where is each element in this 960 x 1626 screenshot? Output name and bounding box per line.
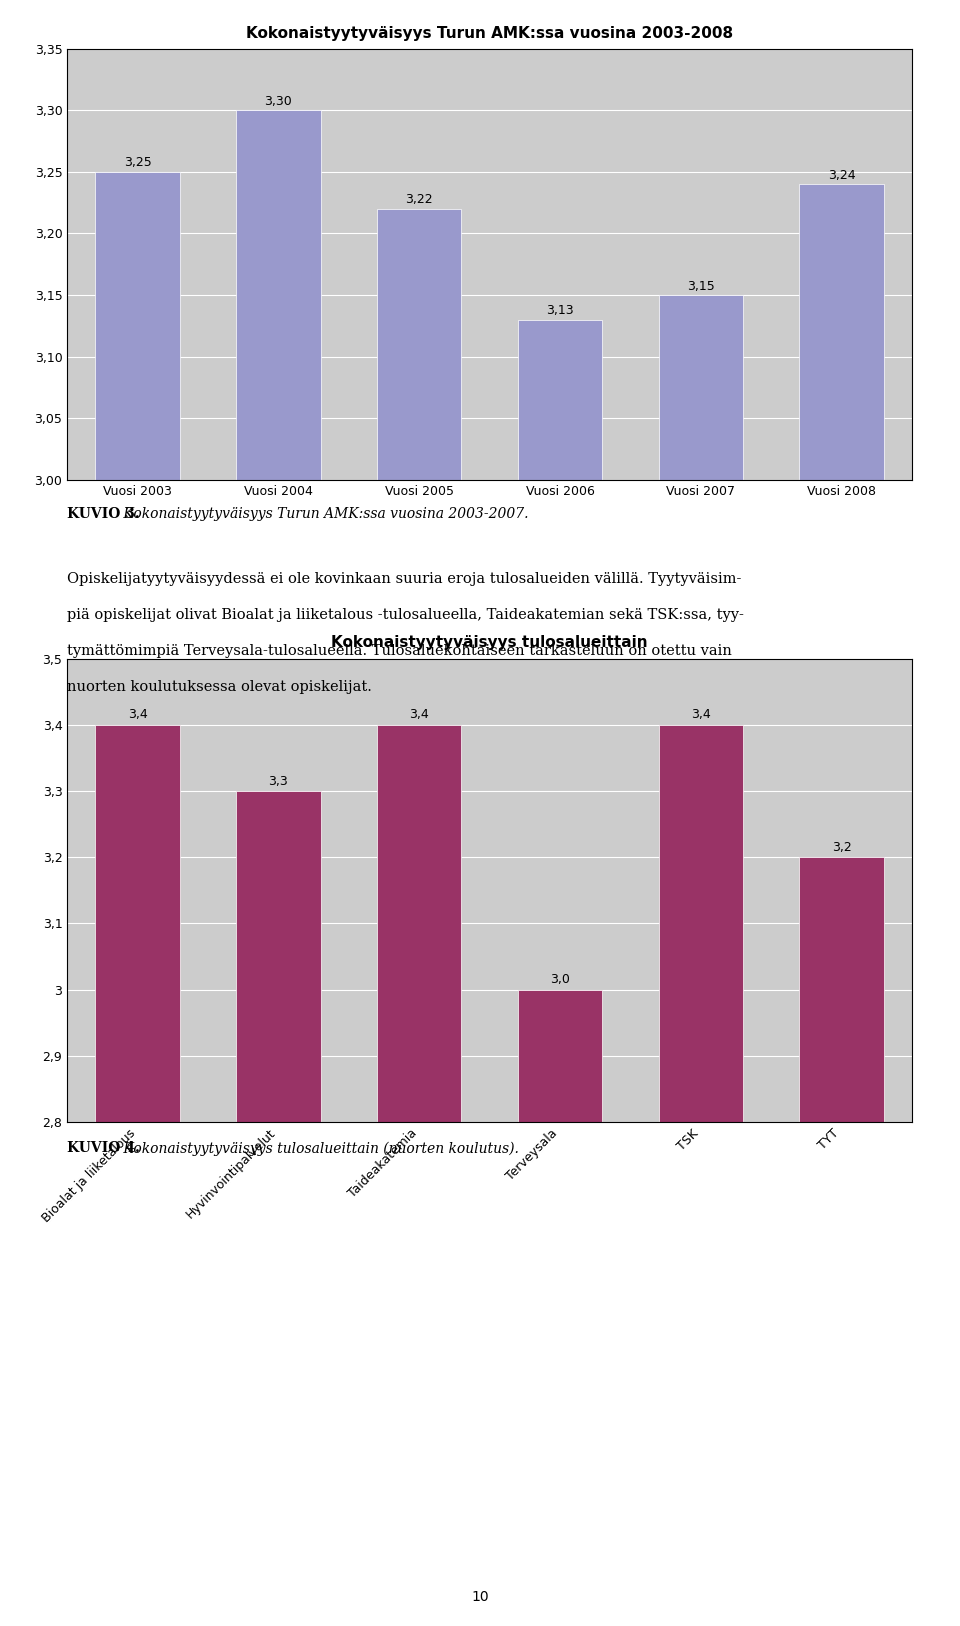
Bar bbox=[377, 725, 462, 1626]
Text: 3,4: 3,4 bbox=[409, 709, 429, 722]
Text: KUVIO 4.: KUVIO 4. bbox=[67, 1141, 140, 1156]
Bar bbox=[95, 172, 180, 1626]
Text: 10: 10 bbox=[471, 1590, 489, 1603]
Text: Kokonaistyytyväisyys tulosaluеittain (nuorten koulutus).: Kokonaistyytyväisyys tulosaluеittain (nu… bbox=[119, 1141, 519, 1156]
Text: piä opiskelijat olivat Bioalat ja liiketalous -tulosalueella, Taideakatemian sek: piä opiskelijat olivat Bioalat ja liiket… bbox=[67, 608, 744, 623]
Text: nuorten koulutuksessa olevat opiskelijat.: nuorten koulutuksessa olevat opiskelijat… bbox=[67, 680, 372, 694]
Text: 3,0: 3,0 bbox=[550, 974, 570, 987]
Text: tymättömimpiä Terveysala-tulosalueella. Tulosaluеkohtaiseen tarkasteluun on otet: tymättömimpiä Terveysala-tulosalueella. … bbox=[67, 644, 732, 659]
Text: 3,22: 3,22 bbox=[405, 193, 433, 207]
Bar bbox=[236, 790, 321, 1626]
Title: Kokonaistyytyväisyys Turun AMK:ssa vuosina 2003-2008: Kokonaistyytyväisyys Turun AMK:ssa vuosi… bbox=[246, 26, 733, 41]
Text: Kokonaistyytyväisyys Turun AMK:ssa vuosina 2003-2007.: Kokonaistyytyväisyys Turun AMK:ssa vuosi… bbox=[119, 507, 529, 522]
Text: 3,2: 3,2 bbox=[831, 841, 852, 854]
Bar bbox=[517, 990, 602, 1626]
Text: 3,4: 3,4 bbox=[128, 709, 148, 722]
Text: 3,13: 3,13 bbox=[546, 304, 574, 317]
Text: KUVIO 3.: KUVIO 3. bbox=[67, 507, 140, 522]
Text: 3,30: 3,30 bbox=[265, 94, 292, 107]
Text: 3,25: 3,25 bbox=[124, 156, 152, 169]
Bar bbox=[377, 208, 462, 1626]
Text: 3,3: 3,3 bbox=[269, 774, 288, 787]
Title: Kokonaistyytyväisyys tulosaluеittain: Kokonaistyytyväisyys tulosaluеittain bbox=[331, 636, 648, 650]
Text: 3,4: 3,4 bbox=[691, 709, 710, 722]
Bar bbox=[800, 857, 884, 1626]
Text: Opiskelijatyytyväisyydessä ei ole kovinkaan suuria eroja tulosalueiden välillä. : Opiskelijatyytyväisyydessä ei ole kovink… bbox=[67, 572, 741, 587]
Text: 3,24: 3,24 bbox=[828, 169, 855, 182]
Bar bbox=[517, 320, 602, 1626]
Bar bbox=[659, 294, 743, 1626]
Bar bbox=[236, 111, 321, 1626]
Bar bbox=[800, 184, 884, 1626]
Bar bbox=[95, 725, 180, 1626]
Bar bbox=[659, 725, 743, 1626]
Text: 3,15: 3,15 bbox=[687, 280, 714, 293]
